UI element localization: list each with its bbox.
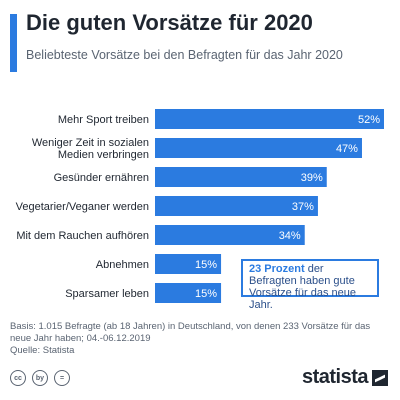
footer-basis: Basis: 1.015 Befragte (ab 18 Jahren) in …	[10, 321, 371, 344]
bar-6	[155, 283, 222, 303]
annotation-box: 23 Prozent der Befragten haben gute Vors…	[241, 259, 379, 311]
title-accent-bar	[10, 14, 17, 72]
annotation-highlight: 23 Prozent	[249, 263, 305, 275]
license-icons: cc by =	[10, 370, 70, 386]
bar-3	[155, 196, 318, 216]
statista-logo-icon	[372, 369, 388, 386]
value-label-0: 52%	[358, 114, 380, 126]
bar-chart: 52% Mehr Sport treiben 47% Weniger Zeit in …	[16, 109, 384, 303]
value-label-3: 37%	[292, 201, 314, 213]
category-label-1-1: Medien verbringen	[58, 149, 149, 161]
chart-title: Die guten Vorsätze für 2020	[26, 10, 313, 35]
bar-1	[155, 138, 362, 158]
value-label-6: 15%	[195, 288, 217, 300]
annotation-text: der Befragten haben gute Vorsätze für da…	[249, 263, 357, 311]
footer: Basis: 1.015 Befragte (ab 18 Jahren) in …	[10, 321, 390, 357]
bar-0	[155, 109, 384, 129]
nd-icon: =	[54, 370, 70, 386]
category-label-2: Gesünder ernähren	[54, 172, 149, 184]
value-label-5: 15%	[195, 259, 217, 271]
category-label-3: Vegetarier/Veganer werden	[16, 201, 149, 213]
category-label-6: Sparsamer leben	[65, 288, 149, 300]
bar-4	[155, 225, 305, 245]
statista-logo: statista	[302, 366, 388, 389]
footer-source: Quelle: Statista	[10, 345, 75, 356]
category-label-1-0: Weniger Zeit in sozialen	[32, 137, 149, 149]
category-label-5: Abnehmen	[96, 259, 149, 271]
bar-5	[155, 254, 222, 274]
value-label-1: 47%	[336, 143, 358, 155]
category-label-0: Mehr Sport treiben	[58, 114, 149, 126]
bar-2	[155, 167, 327, 187]
value-label-2: 39%	[301, 172, 323, 184]
chart-subtitle: Beliebteste Vorsätze bei den Befragten f…	[26, 48, 343, 62]
cc-icon: cc	[10, 370, 26, 386]
by-icon: by	[32, 370, 48, 386]
value-label-4: 34%	[279, 230, 301, 242]
brand-name: statista	[301, 366, 369, 388]
category-label-4: Mit dem Rauchen aufhören	[16, 230, 149, 242]
